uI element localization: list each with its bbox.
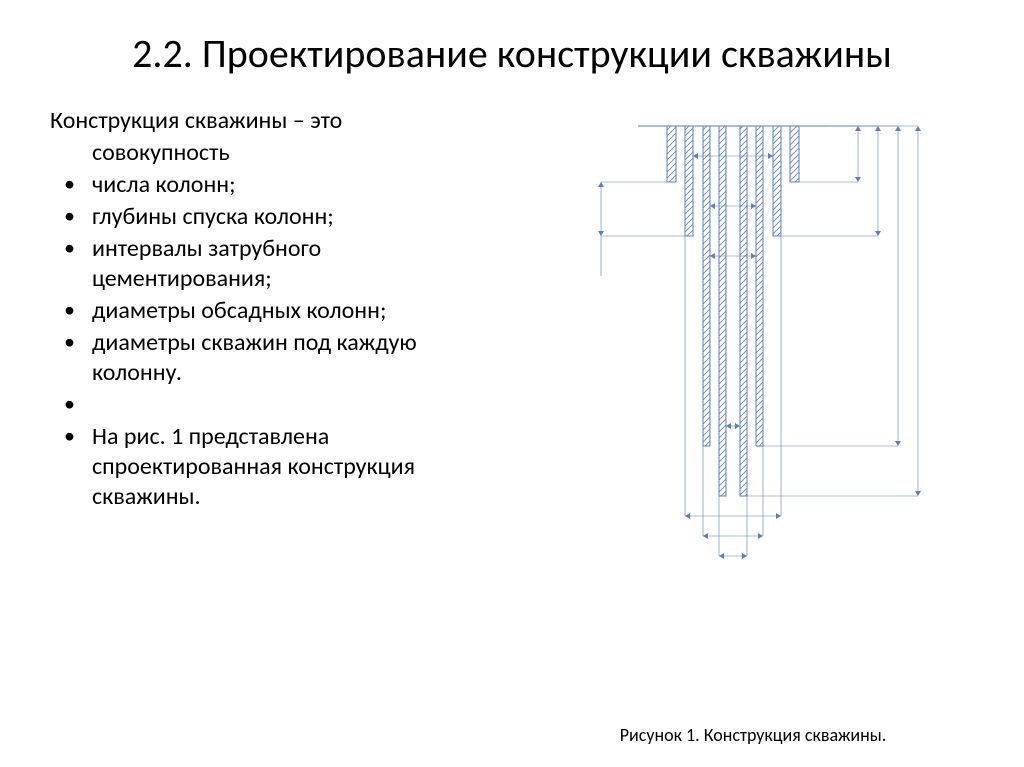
content-row: Конструкция скважины – это совокупность … [50, 106, 974, 747]
list-item: числа колонн; [50, 170, 502, 200]
intro-line-2: совокупность [50, 138, 502, 168]
list-item [50, 390, 502, 420]
figure-wrap [532, 106, 974, 716]
figure-column: Рисунок 1. Конструкция скважины. [512, 106, 974, 747]
figure-caption: Рисунок 1. Конструкция скважины. [620, 724, 887, 747]
well-diagram [553, 106, 953, 576]
list-item: диаметры обсадных колонн; [50, 296, 502, 326]
list-item: диаметры скважин под каждую колонну. [50, 328, 502, 388]
bullet-list: числа колонн; глубины спуска колонн; инт… [50, 170, 502, 512]
intro-line-1: Конструкция скважины – это [50, 106, 502, 136]
slide-title: 2.2. Проектирование конструкции скважины [50, 30, 974, 78]
list-item: интервалы затрубного цементирования; [50, 234, 502, 294]
list-item: глубины спуска колонн; [50, 202, 502, 232]
text-column: Конструкция скважины – это совокупность … [50, 106, 512, 747]
list-item: На рис. 1 представлена спроектированная … [50, 422, 502, 512]
